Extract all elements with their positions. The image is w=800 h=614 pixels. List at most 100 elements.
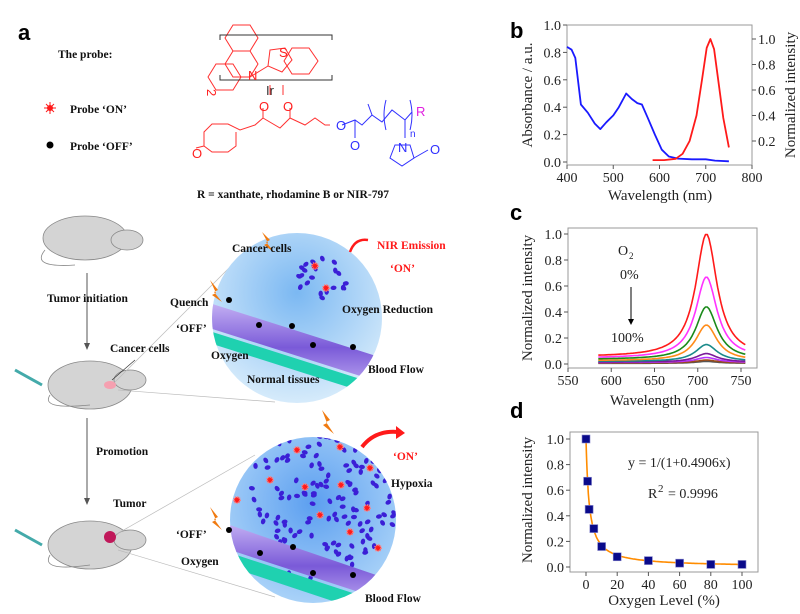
atom-n-2: N bbox=[398, 140, 407, 155]
probe-off-icon bbox=[46, 141, 54, 149]
fit-equation: y = 1/(1+0.4906x) bbox=[628, 456, 731, 471]
chart-d-ytick-label: 0.6 bbox=[547, 484, 565, 499]
atom-o-3: O bbox=[192, 146, 202, 161]
cancer-cell-icon bbox=[305, 520, 312, 525]
annotation-gas: O bbox=[618, 244, 628, 259]
cancer-cell-icon bbox=[302, 491, 308, 497]
data-point bbox=[737, 560, 747, 569]
cancer-cell-icon bbox=[335, 494, 342, 501]
cancer-cell-icon bbox=[347, 555, 354, 561]
cancer-cell-icon bbox=[359, 528, 365, 534]
chart-b-xtick-label: 800 bbox=[742, 171, 763, 186]
cancer-cell-icon bbox=[270, 437, 276, 442]
cancer-cell-icon bbox=[319, 295, 325, 301]
label-oxygen-bottom: Oxygen bbox=[181, 556, 219, 568]
cancer-cell-icon bbox=[251, 496, 257, 503]
cancer-cell-icon bbox=[351, 506, 356, 513]
label-off-bottom: ‘OFF’ bbox=[176, 529, 207, 541]
data-point bbox=[675, 558, 684, 568]
cancer-cell-icon bbox=[366, 536, 373, 541]
chart-b-ytick-right-label: 0.6 bbox=[758, 84, 776, 99]
chart-b-ytick-label: 0.8 bbox=[544, 46, 562, 61]
cancer-cell-icon bbox=[274, 534, 280, 540]
cancer-cell-icon bbox=[330, 285, 337, 291]
probe-off-icon bbox=[350, 572, 356, 578]
cancer-cell-icon bbox=[340, 285, 347, 291]
label-cancer-cells-mouse: Cancer cells bbox=[110, 343, 170, 355]
chart-c-xtick-label: 700 bbox=[687, 374, 708, 389]
cancer-cell-icon bbox=[278, 490, 285, 497]
plot-frame bbox=[567, 227, 758, 369]
probe-title: The probe: bbox=[58, 49, 112, 61]
data-point bbox=[644, 556, 653, 565]
probe-on-icon bbox=[337, 481, 345, 489]
chart-c-xtick-label: 750 bbox=[731, 374, 752, 389]
chart-d-ytick-label: 0.0 bbox=[547, 561, 565, 576]
label-hypoxia: Hypoxia bbox=[391, 478, 433, 490]
panel-letter-a: a bbox=[18, 20, 31, 45]
chart-d-xlabel: Oxygen Level (%) bbox=[608, 593, 720, 609]
cancer-cell-icon bbox=[343, 463, 350, 468]
mouse-healthy bbox=[40, 215, 144, 266]
emission-series-line bbox=[598, 343, 746, 362]
subscript-2: 2 bbox=[204, 89, 219, 96]
panel-letter-c: c bbox=[510, 200, 522, 225]
mouse-early-tumor bbox=[47, 360, 147, 410]
label-oxygen-top: Oxygen bbox=[211, 350, 249, 362]
cancer-cell-icon bbox=[309, 275, 315, 280]
cancer-cell-icon bbox=[352, 487, 358, 493]
syringe-icon bbox=[14, 528, 43, 547]
cancer-cell-icon bbox=[385, 466, 390, 472]
chart-d-ytick-label: 0.8 bbox=[547, 459, 565, 474]
cancer-cell-icon bbox=[273, 520, 279, 526]
chart-c-ytick-label: 0.8 bbox=[545, 254, 563, 269]
probe-off-icon bbox=[256, 322, 262, 328]
chart-b-ytick-label: 0.4 bbox=[544, 101, 562, 116]
arrow-head-icon bbox=[84, 498, 90, 505]
chart-b-ytick-right-label: 0.2 bbox=[758, 135, 776, 150]
atom-o-2: O bbox=[283, 99, 293, 114]
label-blood-flow-top: Blood Flow bbox=[368, 364, 425, 376]
cancer-cell-icon bbox=[377, 459, 384, 465]
cancer-cell-icon bbox=[349, 543, 355, 549]
cancer-cell-icon bbox=[349, 561, 355, 568]
cancer-cell-icon bbox=[319, 255, 325, 262]
cancer-cell-icon bbox=[340, 437, 347, 438]
emission-line bbox=[652, 38, 730, 161]
cancer-cell-icon bbox=[288, 527, 293, 534]
chart-c-xtick-label: 650 bbox=[644, 374, 665, 389]
cancer-cell-icon bbox=[374, 473, 380, 479]
cancer-cell-icon bbox=[264, 512, 270, 519]
fit-r2-label: R bbox=[648, 487, 658, 502]
atom-o-4: O bbox=[336, 118, 346, 133]
atom-o-1: O bbox=[259, 99, 269, 114]
cancer-cell-icon bbox=[391, 510, 396, 516]
data-point bbox=[589, 524, 599, 533]
arrow-head-icon bbox=[628, 319, 634, 325]
cancer-cell-icon bbox=[253, 462, 258, 469]
fit-r2-value: = 0.9996 bbox=[668, 487, 718, 502]
atom-o-6: O bbox=[430, 142, 440, 157]
annotation-gas-sub: 2 bbox=[629, 251, 634, 261]
probe-on-icon bbox=[44, 102, 56, 114]
cancer-cell-icon bbox=[263, 457, 269, 464]
atom-ir: Ir bbox=[266, 83, 275, 98]
cancer-cell-icon bbox=[326, 515, 332, 522]
probe-on-icon bbox=[311, 262, 319, 270]
cancer-cell-icon bbox=[385, 499, 392, 505]
emission-arrow-icon bbox=[348, 238, 369, 253]
cancer-cell-icon bbox=[346, 468, 353, 473]
label-on-top: ‘ON’ bbox=[390, 263, 415, 275]
cancer-cell-icon bbox=[358, 468, 363, 475]
cancer-cell-icon bbox=[317, 461, 322, 467]
cancer-cell-icon bbox=[286, 494, 292, 501]
chart-c-xtick-label: 550 bbox=[558, 374, 579, 389]
panel-letter-d: d bbox=[510, 398, 523, 423]
chart-d-xtick-label: 40 bbox=[641, 578, 655, 593]
probe-off-icon bbox=[226, 527, 232, 533]
r-definition: R = xanthate, rhodamine B or NIR-797 bbox=[197, 189, 389, 201]
cancer-cell-icon bbox=[318, 290, 323, 297]
cancer-cell-icon bbox=[294, 493, 301, 499]
cancer-cell-icon bbox=[394, 493, 396, 498]
